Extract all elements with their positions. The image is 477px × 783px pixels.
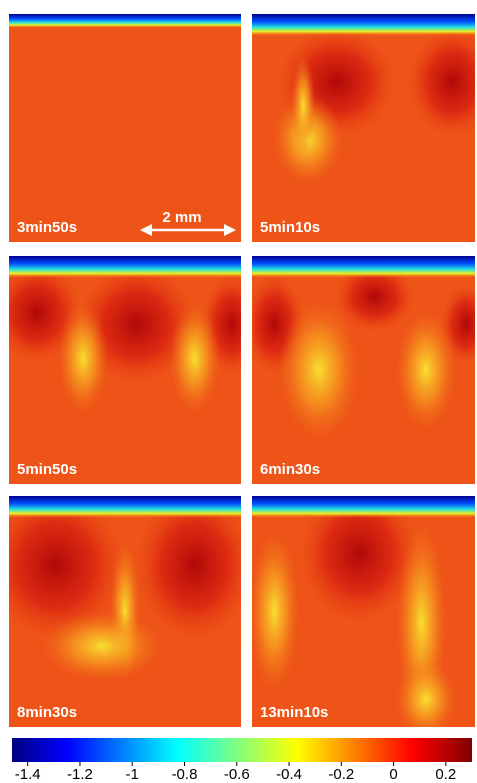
panel-feature [42,611,162,681]
panel-top-layer [252,256,475,278]
panel-label: 6min30s [260,461,320,478]
panel-label: 5min50s [17,461,77,478]
colorbar-tick-label: -0.2 [328,766,354,783]
panel-label: 3min50s [17,219,77,236]
panel: 5min50s [0,256,262,484]
colorbar-tick-label: 0.2 [435,766,456,783]
panel-top-layer [9,14,241,28]
colorbar [12,738,472,762]
colorbar-tick-label: -1 [126,766,139,783]
panel-top-layer [252,496,475,518]
figure: 3min50s 5min10s 5min50s 6min30s 8min30s 13min… [0,0,477,783]
colorbar-tick-label: 0 [389,766,397,783]
panel-feature [396,659,456,739]
scale-label: 2 mm [162,209,201,226]
panel: 5min10s [252,14,477,242]
panel-top-layer [9,256,241,278]
colorbar-tick-label: -0.4 [276,766,302,783]
panel-label: 8min30s [17,704,77,721]
panel-feature [58,304,108,414]
panel-feature [249,532,299,692]
panel: 8min30s [0,490,255,727]
panel: 13min10s [249,484,475,740]
panel-label: 5min10s [260,219,320,236]
colorbar-tick-label: -0.8 [172,766,198,783]
colorbar-tick-label: -1.2 [67,766,93,783]
colorbar-ticks: -1.4 -1.2 -1 -0.8 -0.6 -0.4 -0.2 0 0.2 [15,762,457,783]
panels: 3min50s 5min10s 5min50s 6min30s 8min30s 13min… [0,14,477,739]
panel-feature [396,310,456,430]
panel-top-layer [9,496,241,518]
panel-feature [291,55,315,155]
panel-feature [279,300,359,440]
colorbar-tick-label: -0.6 [224,766,250,783]
panel-image [9,14,241,242]
panel-top-layer [252,14,475,36]
panel: 6min30s [244,256,477,484]
panel-label: 13min10s [260,704,328,721]
panel: 3min50s [9,14,241,242]
colorbar-tick-label: -1.4 [15,766,41,783]
panel-feature [170,304,220,414]
